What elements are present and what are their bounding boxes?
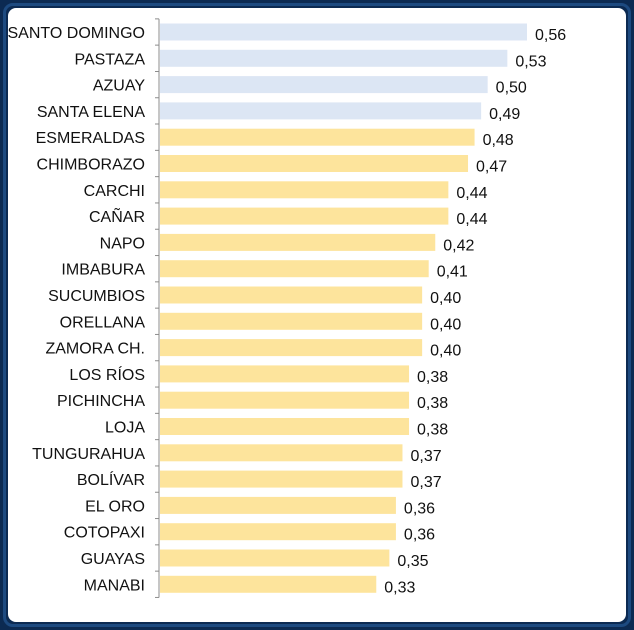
category-label: PICHINCHA (57, 393, 145, 410)
bar-orellana (160, 312, 423, 330)
bar-napo (160, 233, 436, 251)
bar-los-ríos (160, 365, 410, 383)
bar-loja (160, 418, 410, 435)
bar-cañar (160, 207, 449, 225)
value-label: 0,50 (496, 80, 527, 97)
value-label: 0,33 (384, 579, 415, 596)
category-label: ESMERALDAS (36, 130, 145, 147)
value-label: 0,36 (404, 527, 435, 544)
value-label: 0,49 (489, 106, 520, 123)
bar-chart: SANTO DOMINGO 0,56 PASTAZA 0,53 AZUAY 0,50 SAN… (8, 18, 566, 598)
value-label: 0,56 (535, 27, 566, 44)
category-label: PASTAZA (74, 51, 145, 68)
category-label: EL ORO (85, 498, 145, 515)
category-label: GUAYAS (81, 551, 145, 568)
bar-manabi (160, 575, 377, 593)
value-label: 0,37 (410, 448, 441, 465)
value-label: 0,35 (397, 553, 428, 570)
value-label: 0,40 (430, 316, 461, 333)
category-label: COTOPAXI (64, 525, 145, 542)
category-label: TUNGURAHUA (32, 446, 145, 463)
value-label: 0,48 (483, 132, 514, 149)
value-label: 0,38 (417, 395, 448, 412)
chart-panel: SANTO DOMINGO 0,56 PASTAZA 0,53 AZUAY 0,50 SAN… (8, 8, 626, 622)
bar-esmeraldas (160, 128, 475, 146)
bar-el-oro (160, 496, 396, 514)
bar-zamora-ch (160, 339, 423, 357)
category-label: SANTA ELENA (37, 104, 146, 121)
category-label: SANTO DOMINGO (8, 25, 145, 42)
value-label: 0,44 (456, 185, 487, 202)
category-label: LOJA (105, 420, 145, 437)
value-label: 0,47 (476, 159, 507, 176)
category-label: MANABI (84, 577, 145, 594)
category-label: CARCHI (84, 183, 145, 200)
bar-pichincha (160, 391, 410, 409)
value-label: 0,38 (417, 422, 448, 439)
value-label: 0,44 (456, 211, 487, 228)
category-label: ZAMORA CH. (45, 341, 145, 358)
value-label: 0,40 (430, 343, 461, 360)
bar-santo-domingo (160, 23, 527, 41)
category-label: CHIMBORAZO (37, 157, 145, 174)
category-label: BOLÍVAR (77, 470, 145, 489)
bar-cotopaxi (160, 523, 396, 541)
category-label: ORELLANA (60, 314, 146, 331)
bar-sucumbios (160, 286, 423, 304)
value-label: 0,38 (417, 369, 448, 386)
value-label: 0,40 (430, 290, 461, 307)
bar-guayas (160, 549, 390, 567)
value-label: 0,42 (443, 237, 474, 254)
bar-tungurahua (160, 444, 403, 462)
value-label: 0,41 (437, 264, 468, 281)
bar-chimborazo (160, 155, 469, 172)
value-label: 0,36 (404, 500, 435, 517)
category-label: LOS RÍOS (69, 365, 145, 384)
category-label: SUCUMBIOS (48, 288, 145, 305)
category-label: NAPO (100, 235, 145, 252)
bar-carchi (160, 181, 449, 199)
category-label: IMBABURA (61, 262, 145, 279)
category-label: AZUAY (93, 78, 145, 95)
chart-frame: SANTO DOMINGO 0,56 PASTAZA 0,53 AZUAY 0,50 SAN… (3, 3, 631, 627)
bar-bolívar (160, 470, 403, 488)
bar-azuay (160, 76, 488, 94)
bar-santa-elena (160, 102, 482, 120)
value-label: 0,37 (410, 474, 441, 491)
value-label: 0,53 (515, 53, 546, 70)
bar-imbabura (160, 260, 429, 278)
category-label: CAÑAR (89, 206, 145, 226)
bar-pastaza (160, 49, 508, 67)
